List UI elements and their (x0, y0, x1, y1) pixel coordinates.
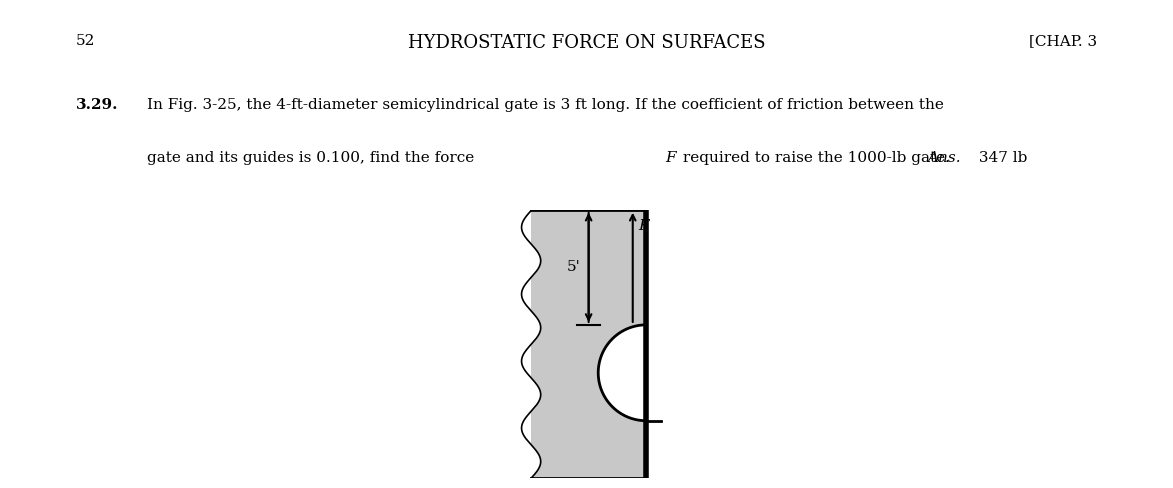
Polygon shape (531, 210, 646, 478)
Text: Ans.: Ans. (927, 151, 961, 165)
Text: F: F (638, 220, 649, 233)
Polygon shape (511, 210, 541, 478)
Text: In Fig. 3-25, the 4-ft-diameter semicylindrical gate is 3 ft long. If the coeffi: In Fig. 3-25, the 4-ft-diameter semicyli… (147, 98, 943, 112)
Text: 5': 5' (567, 261, 581, 274)
Text: 52: 52 (76, 34, 96, 48)
Text: [CHAP. 3: [CHAP. 3 (1029, 34, 1097, 48)
Text: gate and its guides is 0.100, find the force: gate and its guides is 0.100, find the f… (147, 151, 479, 165)
Text: F: F (665, 151, 676, 165)
Text: HYDROSTATIC FORCE ON SURFACES: HYDROSTATIC FORCE ON SURFACES (408, 34, 765, 52)
Text: 3.29.: 3.29. (76, 98, 118, 112)
Text: 347 lb: 347 lb (974, 151, 1028, 165)
Text: required to raise the 1000-lb gate.: required to raise the 1000-lb gate. (678, 151, 950, 165)
Polygon shape (598, 325, 646, 421)
